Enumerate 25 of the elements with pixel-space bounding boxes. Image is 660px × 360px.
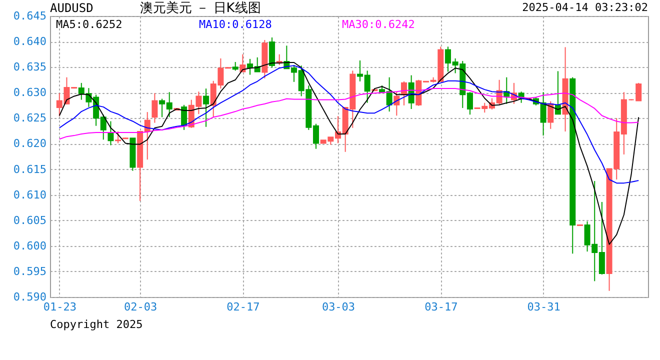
- text: MA10:0.6128: [199, 18, 272, 31]
- y-tick-label: 0.635: [13, 60, 46, 74]
- x-tick-label: 01-23: [43, 300, 76, 314]
- y-tick-label: 0.625: [13, 112, 46, 125]
- y-tick-label: 0.595: [13, 264, 46, 278]
- chart-title: 澳元美元 － 日K线图: [140, 0, 261, 16]
- text: MA5:0.6252: [56, 18, 122, 31]
- y-tick-label: 0.645: [13, 10, 46, 22]
- y-tick-label: 0.630: [13, 86, 46, 100]
- y-tick-label: 0.605: [13, 214, 46, 227]
- y-tick-label: 0.610: [13, 188, 46, 202]
- x-tick-label: 03-31: [527, 300, 560, 314]
- text: Copyright 2025: [50, 318, 143, 331]
- chart-subtitle: AUDUSD: [50, 1, 94, 15]
- y-tick-label: 0.640: [13, 35, 46, 48]
- y-tick-label: 0.620: [13, 137, 46, 150]
- y-tick-label: 0.600: [13, 239, 46, 252]
- y-tick-label: 0.615: [13, 162, 46, 176]
- x-tick-label: 03-17: [424, 300, 458, 314]
- text: MA30:0.6242: [342, 18, 415, 31]
- y-tick-label: 0.590: [13, 290, 46, 304]
- text: 2025-04-14 03:23:02: [522, 1, 648, 14]
- x-tick-label: 03-03: [322, 300, 356, 314]
- x-tick-label: 02-17: [226, 300, 260, 314]
- x-tick-label: 02-03: [124, 300, 158, 314]
